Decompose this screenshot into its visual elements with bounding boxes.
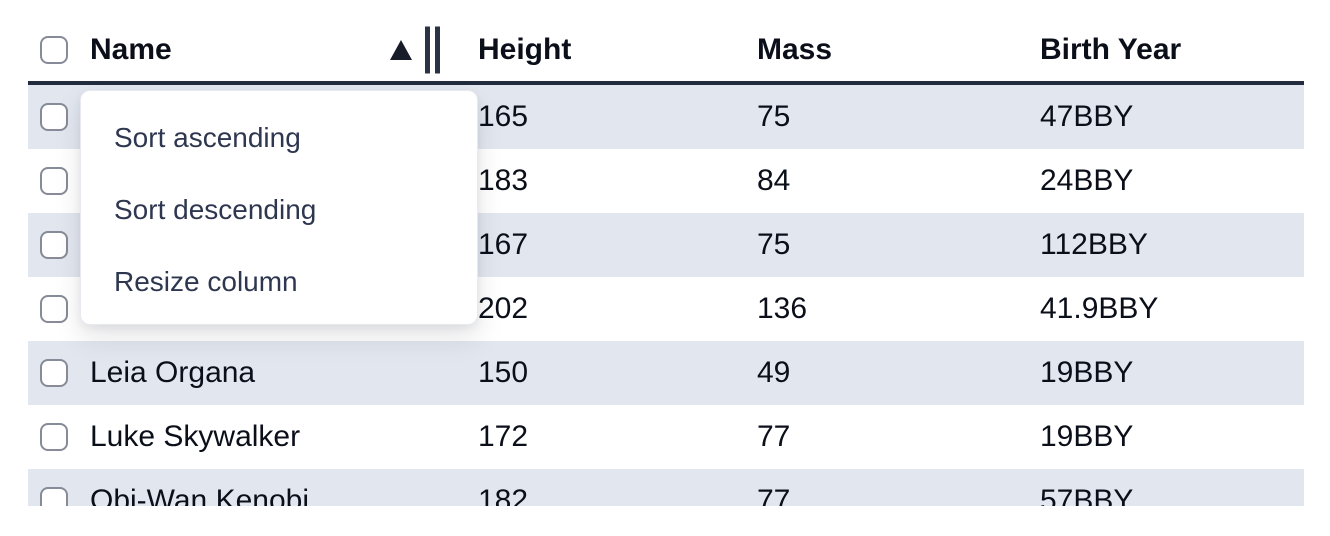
cell-mass: 75 <box>757 100 791 133</box>
column-resize-handle-icon[interactable] <box>425 26 440 73</box>
cell-height: 150 <box>478 356 529 389</box>
row-checkbox[interactable] <box>40 167 68 195</box>
column-header-mass-label: Mass <box>757 32 833 66</box>
row-checkbox[interactable] <box>40 103 68 131</box>
cell-birth-year: 24BBY <box>1040 164 1134 197</box>
cell-height: 183 <box>478 164 529 197</box>
column-header-birth-year[interactable]: Birth Year <box>1040 33 1304 67</box>
table-row: Obi-Wan Kenobi 182 77 57BBY <box>28 469 1304 506</box>
row-checkbox[interactable] <box>40 423 68 451</box>
row-checkbox-cell <box>28 487 90 506</box>
column-context-menu: Sort ascending Sort descending Resize co… <box>80 90 478 325</box>
cell-mass: 84 <box>757 164 791 197</box>
cell-birth-year: 112BBY <box>1040 228 1148 261</box>
cell-height: 165 <box>478 100 529 133</box>
cell-height: 167 <box>478 228 529 261</box>
table-row: Leia Organa 150 49 19BBY <box>28 341 1304 405</box>
cell-mass: 75 <box>757 228 791 261</box>
cell-mass: 77 <box>757 484 791 506</box>
table-row: 202 136 41.9BBY <box>28 277 1304 341</box>
menu-item-resize-column[interactable]: Resize column <box>114 266 298 297</box>
cell-height: 182 <box>478 484 529 506</box>
row-checkbox-cell <box>28 295 90 323</box>
cell-name: Leia Organa <box>90 356 256 389</box>
column-header-height-label: Height <box>478 32 572 66</box>
select-all-cell <box>28 35 90 64</box>
cell-mass: 49 <box>757 356 791 389</box>
menu-item-sort-descending[interactable]: Sort descending <box>114 194 317 225</box>
column-header-mass[interactable]: Mass <box>757 33 1040 67</box>
column-header-name[interactable]: Name <box>90 26 478 73</box>
cell-mass: 136 <box>757 292 808 325</box>
table-row: 183 84 24BBY <box>28 149 1304 213</box>
row-checkbox-cell <box>28 423 90 451</box>
cell-name: Obi-Wan Kenobi <box>90 484 309 506</box>
row-checkbox[interactable] <box>40 487 68 506</box>
cell-birth-year: 41.9BBY <box>1040 292 1159 325</box>
cell-birth-year: 47BBY <box>1040 100 1134 133</box>
cell-mass: 77 <box>757 420 791 453</box>
cell-height: 202 <box>478 292 529 325</box>
cell-birth-year: 57BBY <box>1040 484 1134 506</box>
cell-birth-year: 19BBY <box>1040 420 1134 453</box>
row-checkbox[interactable] <box>40 359 68 387</box>
menu-item-sort-ascending[interactable]: Sort ascending <box>114 122 301 153</box>
select-all-checkbox[interactable] <box>40 35 68 64</box>
column-header-name-label: Name <box>90 32 172 66</box>
sort-ascending-icon <box>390 39 412 60</box>
cell-birth-year: 19BBY <box>1040 356 1134 389</box>
row-checkbox-cell <box>28 103 90 131</box>
table-row: Luke Skywalker 172 77 19BBY <box>28 405 1304 469</box>
table-header: Name Height Mass Birth Year <box>28 0 1304 85</box>
row-checkbox-cell <box>28 231 90 259</box>
cell-height: 172 <box>478 420 529 453</box>
column-header-height[interactable]: Height <box>478 33 757 67</box>
row-checkbox[interactable] <box>40 231 68 259</box>
row-checkbox-cell <box>28 167 90 195</box>
cell-name: Luke Skywalker <box>90 420 301 453</box>
row-checkbox-cell <box>28 359 90 387</box>
row-checkbox[interactable] <box>40 295 68 323</box>
column-header-birth-year-label: Birth Year <box>1040 32 1182 66</box>
